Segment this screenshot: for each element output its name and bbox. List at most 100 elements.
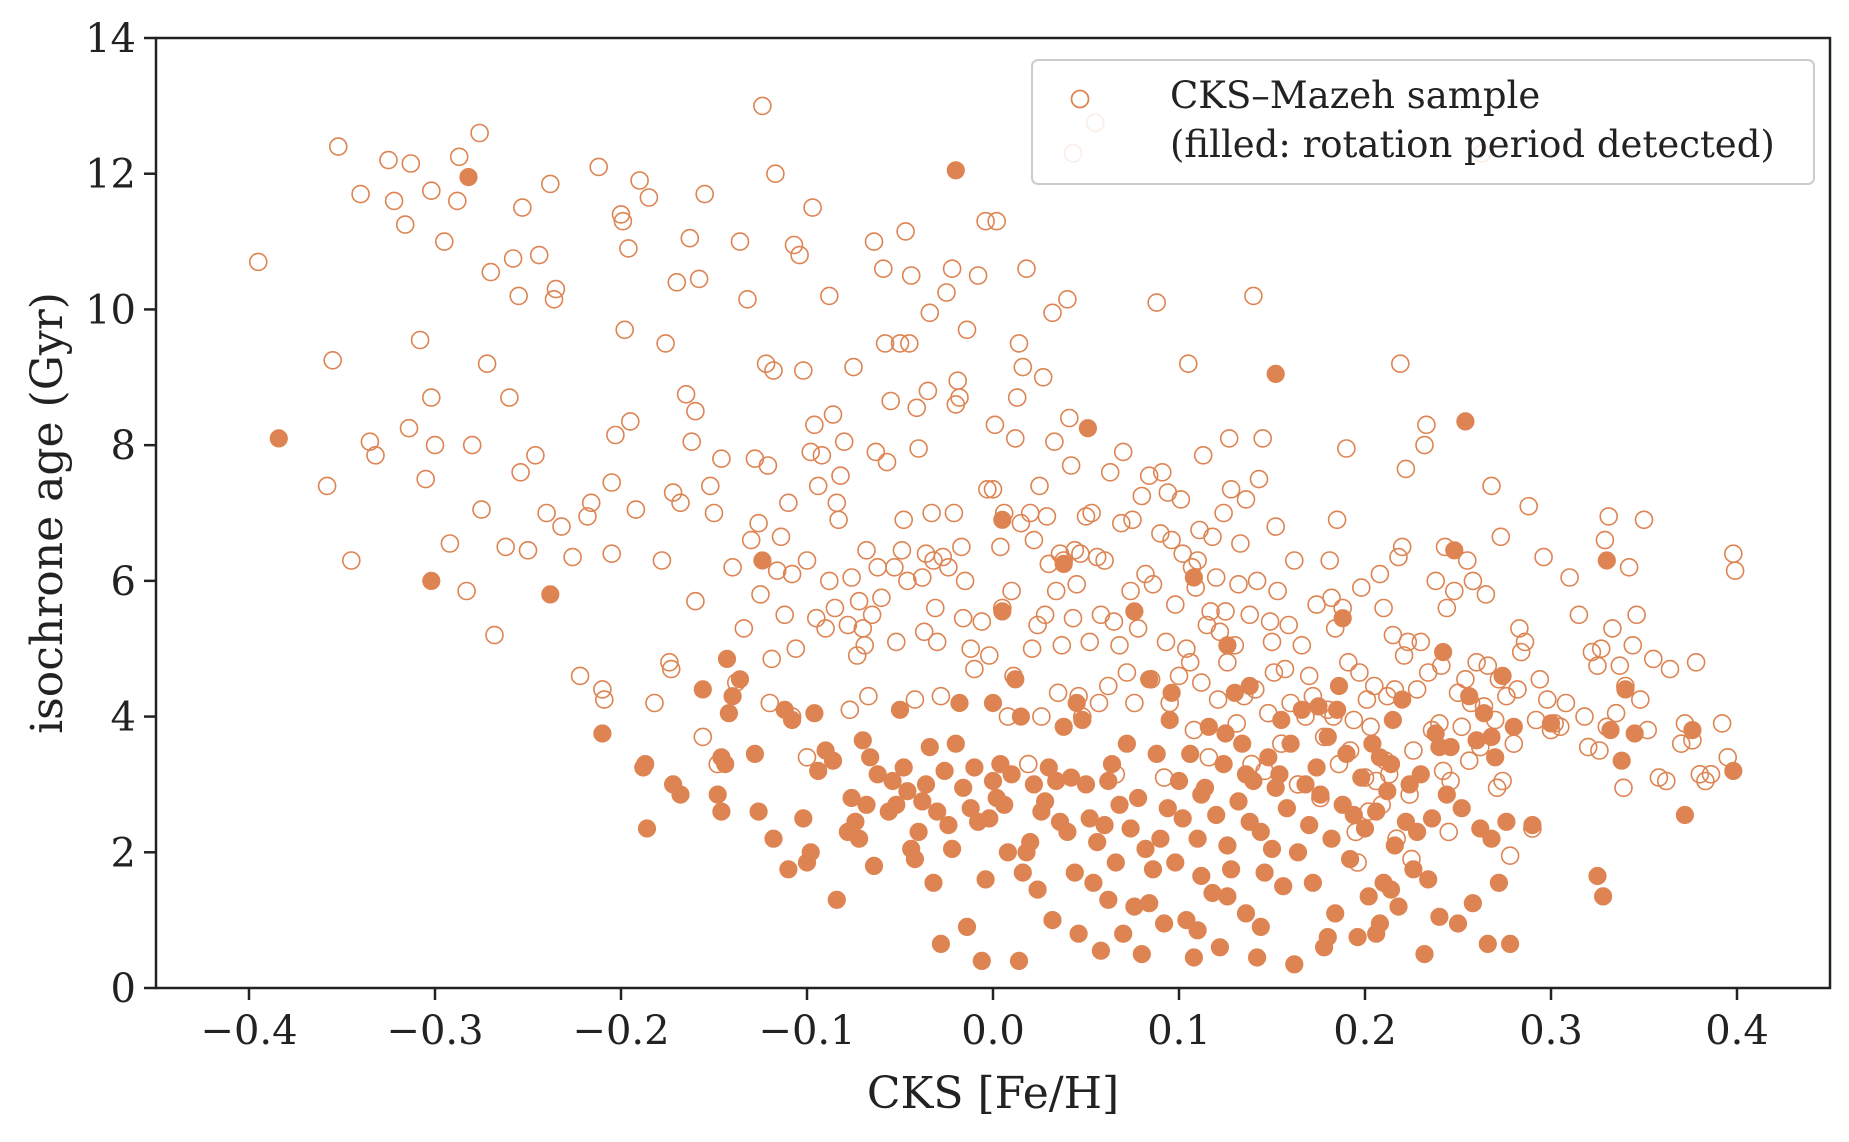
filled-data-point	[541, 585, 560, 604]
open-data-point	[1299, 666, 1319, 686]
open-data-point	[1350, 663, 1369, 682]
open-data-point	[1067, 574, 1086, 594]
open-data-point	[1504, 734, 1524, 754]
filled-data-point	[1080, 809, 1099, 828]
open-data-point	[784, 235, 804, 255]
filled-data-point	[1125, 602, 1144, 621]
legend-label-line-2: (filled: rotation period detected)	[1170, 123, 1775, 166]
filled-data-point	[864, 856, 884, 876]
open-data-point	[611, 205, 631, 224]
open-data-point	[1575, 707, 1594, 726]
open-data-point	[1418, 663, 1438, 682]
open-data-point	[762, 649, 782, 669]
open-data-point	[905, 690, 925, 709]
filled-data-point	[1069, 924, 1088, 943]
open-data-point	[1002, 581, 1021, 601]
open-data-point	[764, 361, 783, 380]
y-axis-title: isochrone age (Gyr)	[22, 292, 73, 734]
filled-data-point	[1061, 768, 1081, 787]
open-data-point	[1009, 334, 1029, 353]
x-tick-label: −0.1	[758, 1008, 855, 1054]
open-data-point	[1193, 445, 1213, 465]
open-data-point	[823, 405, 843, 424]
open-data-point	[1510, 619, 1529, 638]
open-data-point	[1080, 632, 1099, 652]
open-data-point	[606, 425, 625, 445]
filled-data-point	[1597, 551, 1616, 570]
filled-data-point	[637, 819, 657, 838]
open-data-point	[957, 320, 977, 340]
filled-data-point	[1381, 880, 1401, 899]
open-data-point	[1247, 571, 1267, 591]
open-data-point	[1365, 676, 1384, 696]
filled-data-point	[1482, 727, 1501, 747]
x-tick-label: −0.2	[572, 1008, 669, 1054]
filled-data-point	[1173, 809, 1192, 828]
filled-data-point	[931, 934, 951, 954]
open-data-point	[864, 232, 884, 251]
open-data-point	[834, 432, 854, 452]
filled-data-point	[1437, 785, 1456, 804]
filled-data-point	[1218, 887, 1237, 906]
open-data-point	[1143, 574, 1163, 594]
open-data-point	[1660, 659, 1680, 679]
filled-data-point	[1121, 819, 1140, 838]
open-data-point	[922, 503, 941, 523]
open-data-point	[1199, 747, 1219, 767]
open-data-point	[645, 693, 664, 713]
open-data-point	[503, 249, 523, 268]
filled-data-point	[993, 510, 1012, 529]
open-data-point	[540, 174, 560, 194]
filled-data-point	[1247, 948, 1267, 967]
open-data-point	[1407, 680, 1427, 699]
filled-data-point	[1240, 676, 1259, 696]
filled-data-point	[983, 771, 1003, 791]
filled-data-point	[890, 700, 910, 719]
filled-data-point	[1166, 853, 1185, 872]
filled-data-point	[1091, 941, 1111, 960]
open-data-point	[1445, 581, 1464, 601]
x-axis: −0.4 −0.3 −0.2 −0.1 0.0 0.1 0.2 0.3 0.4	[200, 988, 1769, 1054]
open-data-point	[741, 530, 761, 550]
open-data-point	[1591, 639, 1611, 659]
filled-data-point	[1251, 822, 1270, 842]
open-data-point	[1046, 581, 1066, 601]
open-data-point	[1701, 764, 1721, 784]
open-data-point	[944, 503, 964, 523]
open-data-point	[952, 537, 971, 557]
open-data-point	[1231, 534, 1250, 553]
open-data-point	[1437, 598, 1457, 618]
open-data-point	[481, 262, 501, 282]
filled-data-point	[1370, 748, 1390, 767]
filled-data-point	[1013, 863, 1032, 882]
open-data-point	[1610, 656, 1630, 676]
open-data-point	[1005, 429, 1025, 448]
open-data-point	[1266, 517, 1285, 536]
filled-data-point	[753, 551, 772, 570]
open-data-point	[1147, 293, 1166, 312]
open-data-point	[620, 412, 640, 431]
filled-data-point	[1128, 788, 1148, 808]
open-data-point	[760, 693, 780, 713]
open-data-point	[1095, 551, 1114, 570]
open-data-point	[1404, 741, 1423, 760]
open-data-point	[916, 544, 936, 564]
open-data-point	[1487, 778, 1507, 798]
open-data-point	[1260, 612, 1280, 631]
filled-data-point	[1433, 642, 1453, 662]
filled-data-point	[972, 951, 991, 971]
filled-data-point	[422, 571, 441, 591]
open-data-point	[1392, 537, 1412, 557]
filled-data-point	[1482, 829, 1501, 848]
open-data-point	[416, 469, 436, 489]
filled-data-point	[764, 829, 783, 848]
open-data-point	[1125, 693, 1144, 713]
filled-data-point	[1140, 670, 1159, 689]
y-tick-label: 2	[111, 830, 136, 876]
open-data-point	[892, 540, 912, 560]
open-data-point	[1337, 439, 1356, 458]
filled-data-point	[946, 734, 965, 753]
filled-data-point	[1422, 809, 1442, 828]
open-data-point	[661, 659, 681, 679]
